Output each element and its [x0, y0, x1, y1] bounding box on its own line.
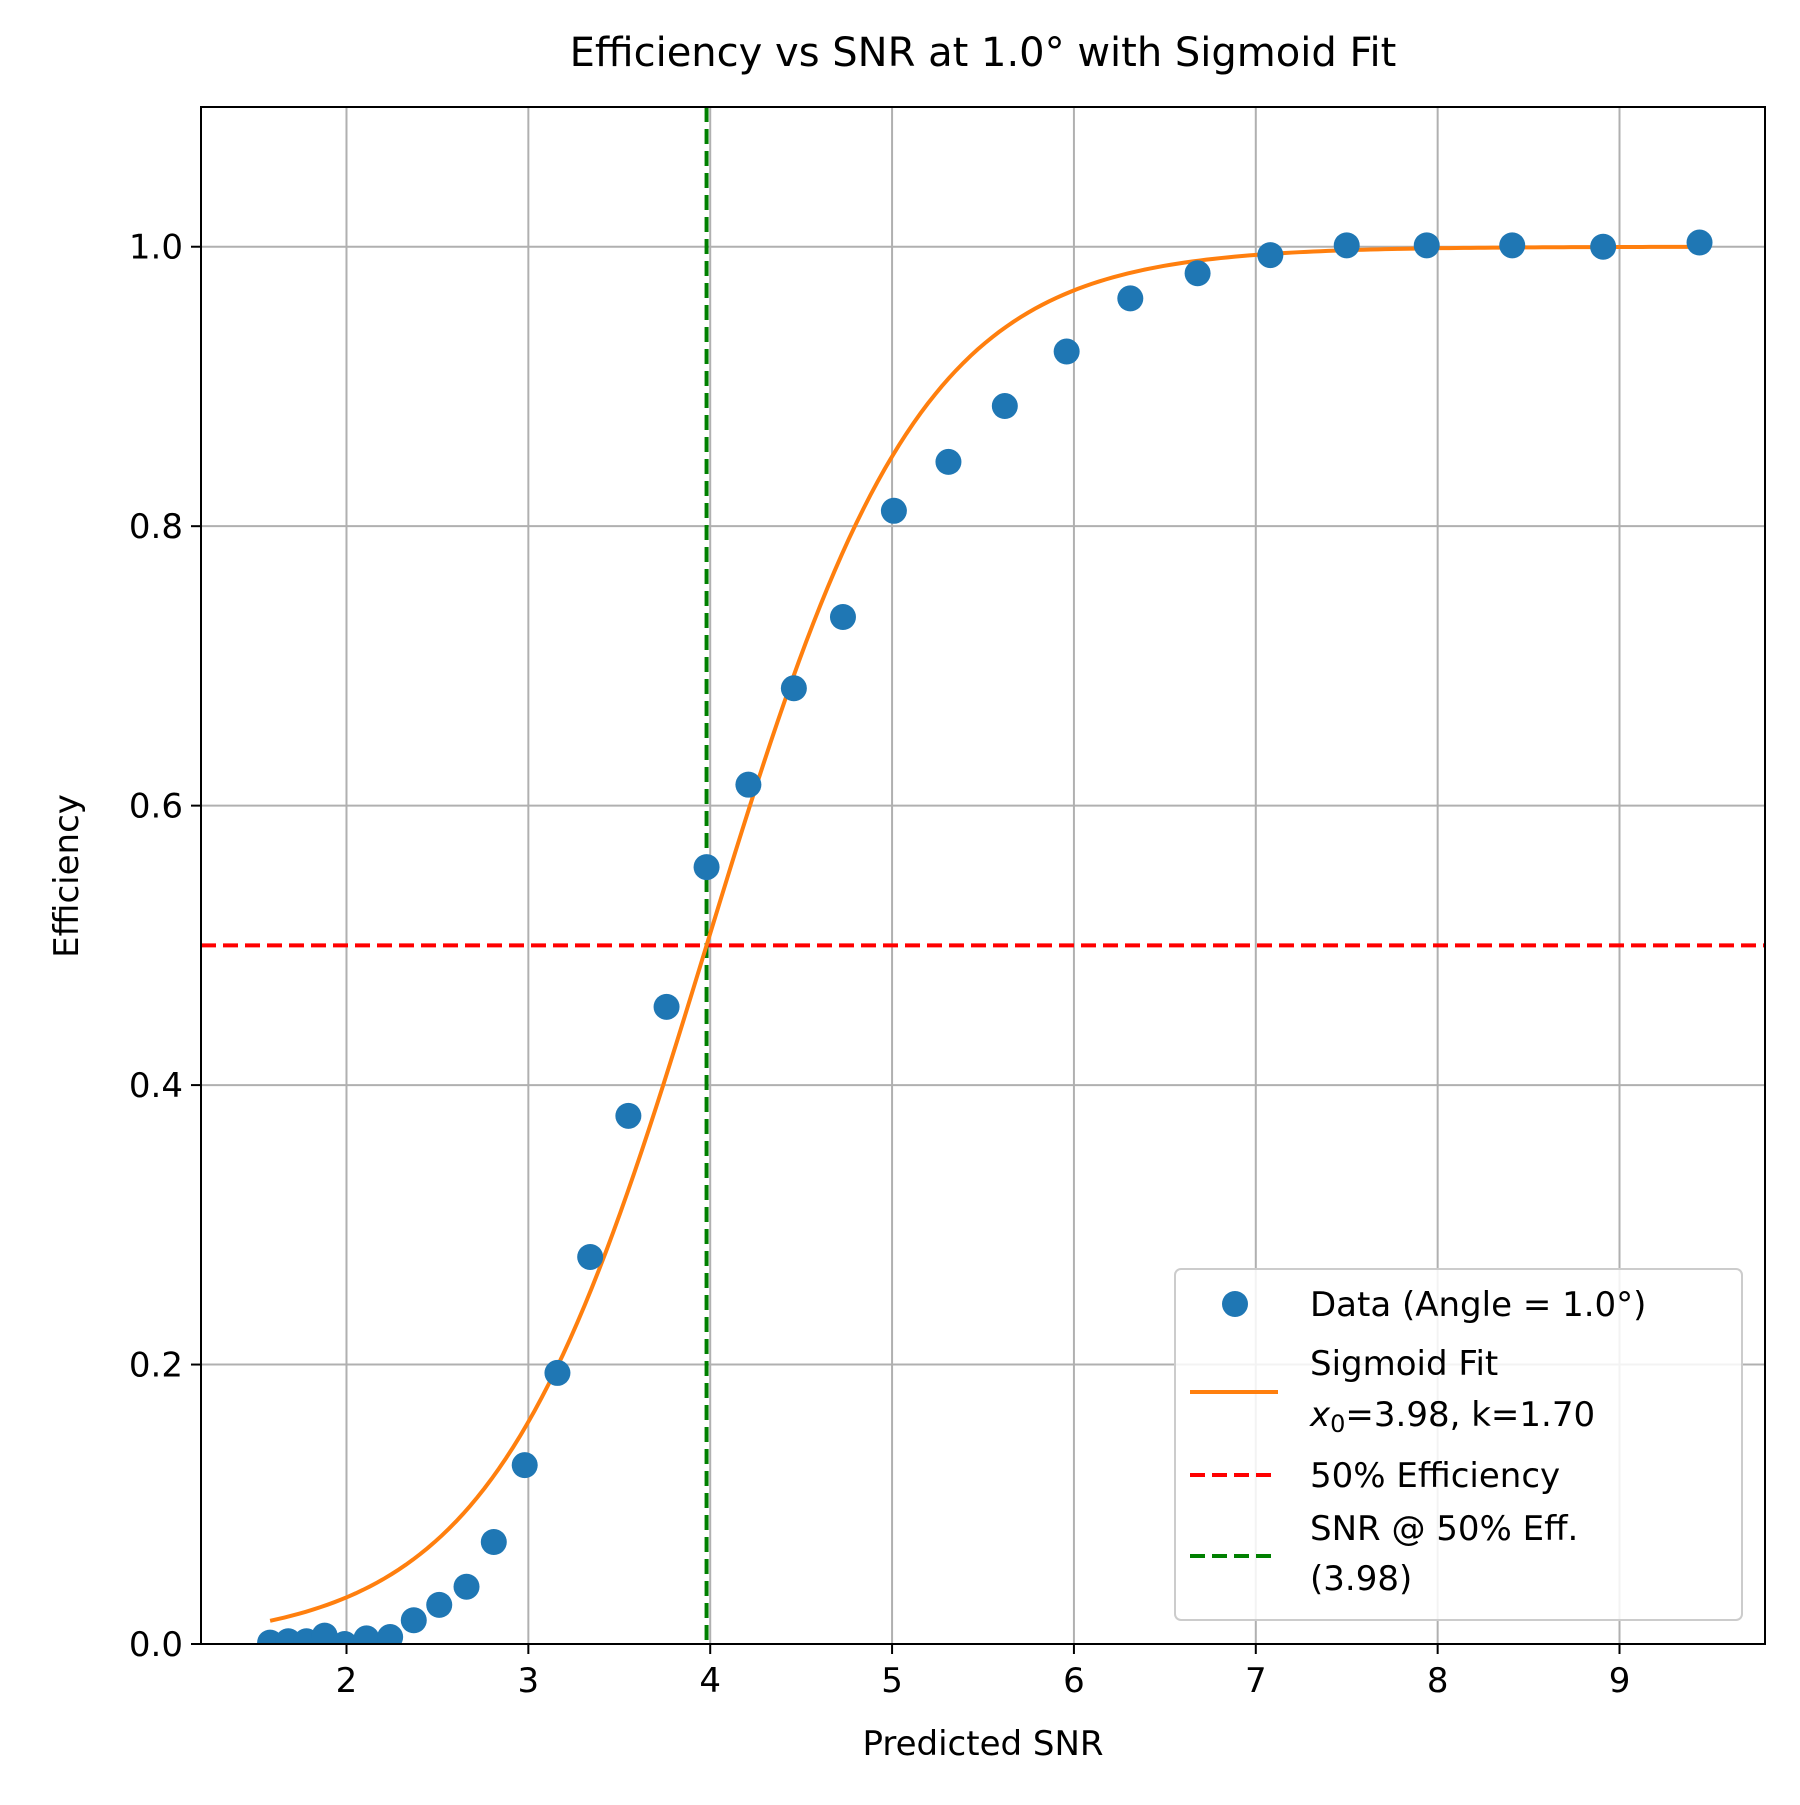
- data-point: [1686, 229, 1713, 256]
- y-tick-label: 0.6: [129, 787, 183, 827]
- data-point: [1590, 233, 1617, 260]
- x-tick-label: 7: [1245, 1661, 1267, 1701]
- legend-entry-data: Data (Angle = 1.0°): [1222, 1285, 1646, 1325]
- data-point: [1333, 232, 1360, 259]
- legend-label-fit: Sigmoid Fit: [1310, 1344, 1498, 1384]
- series-layer: [257, 229, 1713, 1644]
- y-tick-label: 1.0: [129, 228, 183, 268]
- legend-fit-x-subscript: 0: [1330, 1410, 1345, 1438]
- legend-entry-hline: 50% Efficiency: [1190, 1456, 1560, 1496]
- data-point: [615, 1102, 642, 1129]
- x-tick-label: 4: [699, 1661, 721, 1701]
- legend-box: [1174, 1268, 1743, 1621]
- data-point: [1117, 285, 1144, 312]
- data-point: [735, 771, 762, 798]
- data-point: [511, 1452, 538, 1479]
- y-tick-label: 0.4: [129, 1066, 183, 1106]
- y-axis-label: Efficiency: [47, 794, 87, 958]
- data-point: [480, 1528, 507, 1555]
- legend-fit-x-symbol: x: [1309, 1395, 1331, 1435]
- data-point: [1413, 232, 1440, 259]
- y-tick-label: 0.0: [129, 1625, 183, 1665]
- legend: Data (Angle = 1.0°) Sigmoid Fit x0=3.98,…: [1174, 1268, 1743, 1621]
- data-point: [1184, 260, 1211, 287]
- data-point: [693, 854, 720, 881]
- sigmoid-fit-line: [269, 244, 1700, 1623]
- data-point: [311, 1622, 338, 1644]
- x-axis-label: Predicted SNR: [862, 1724, 1103, 1764]
- x-tick-label: 9: [1609, 1661, 1631, 1701]
- legend-fit-params-text: =3.98, k=1.70: [1345, 1395, 1595, 1435]
- reference-lines: [201, 107, 1765, 1644]
- data-point: [780, 675, 807, 702]
- y-tick-label: 0.2: [129, 1346, 183, 1386]
- data-point: [544, 1359, 571, 1386]
- legend-label-vline: SNR @ 50% Eff.: [1310, 1509, 1578, 1549]
- data-point: [1257, 242, 1284, 269]
- chart-title: Efficiency vs SNR at 1.0° with Sigmoid F…: [570, 30, 1397, 76]
- data-point: [880, 497, 907, 524]
- data-point: [829, 604, 856, 631]
- x-tick-label: 6: [1063, 1661, 1085, 1701]
- plot-frame: [200, 106, 1766, 1645]
- x-axis-ticks: 2 3 4 5 6 7 8 9: [336, 1644, 1631, 1701]
- legend-label-vline-value: (3.98): [1310, 1559, 1412, 1599]
- data-point: [935, 448, 962, 475]
- legend-entry-vline: SNR @ 50% Eff. (3.98): [1190, 1509, 1578, 1599]
- data-point: [577, 1243, 604, 1270]
- data-point: [453, 1573, 480, 1600]
- x-tick-label: 3: [518, 1661, 540, 1701]
- data-point: [400, 1607, 427, 1634]
- legend-entry-fit: Sigmoid Fit x0=3.98, k=1.70: [1190, 1344, 1595, 1438]
- legend-marker-data: [1222, 1291, 1248, 1317]
- legend-label-data: Data (Angle = 1.0°): [1310, 1285, 1646, 1325]
- data-point: [377, 1624, 404, 1644]
- data-point: [426, 1591, 453, 1618]
- legend-label-fit-params: x0=3.98, k=1.70: [1309, 1395, 1595, 1438]
- y-axis-ticks: 0.0 0.2 0.4 0.6 0.8 1.0: [129, 228, 201, 1665]
- x-tick-label: 8: [1427, 1661, 1449, 1701]
- data-point: [653, 993, 680, 1020]
- x-tick-label: 5: [881, 1661, 903, 1701]
- x-tick-label: 2: [336, 1661, 358, 1701]
- data-point: [1053, 338, 1080, 365]
- data-point: [353, 1625, 380, 1644]
- y-tick-label: 0.8: [129, 507, 183, 547]
- data-point: [331, 1631, 358, 1644]
- data-point: [991, 393, 1018, 420]
- legend-label-hline: 50% Efficiency: [1310, 1456, 1560, 1496]
- data-point: [1499, 232, 1526, 259]
